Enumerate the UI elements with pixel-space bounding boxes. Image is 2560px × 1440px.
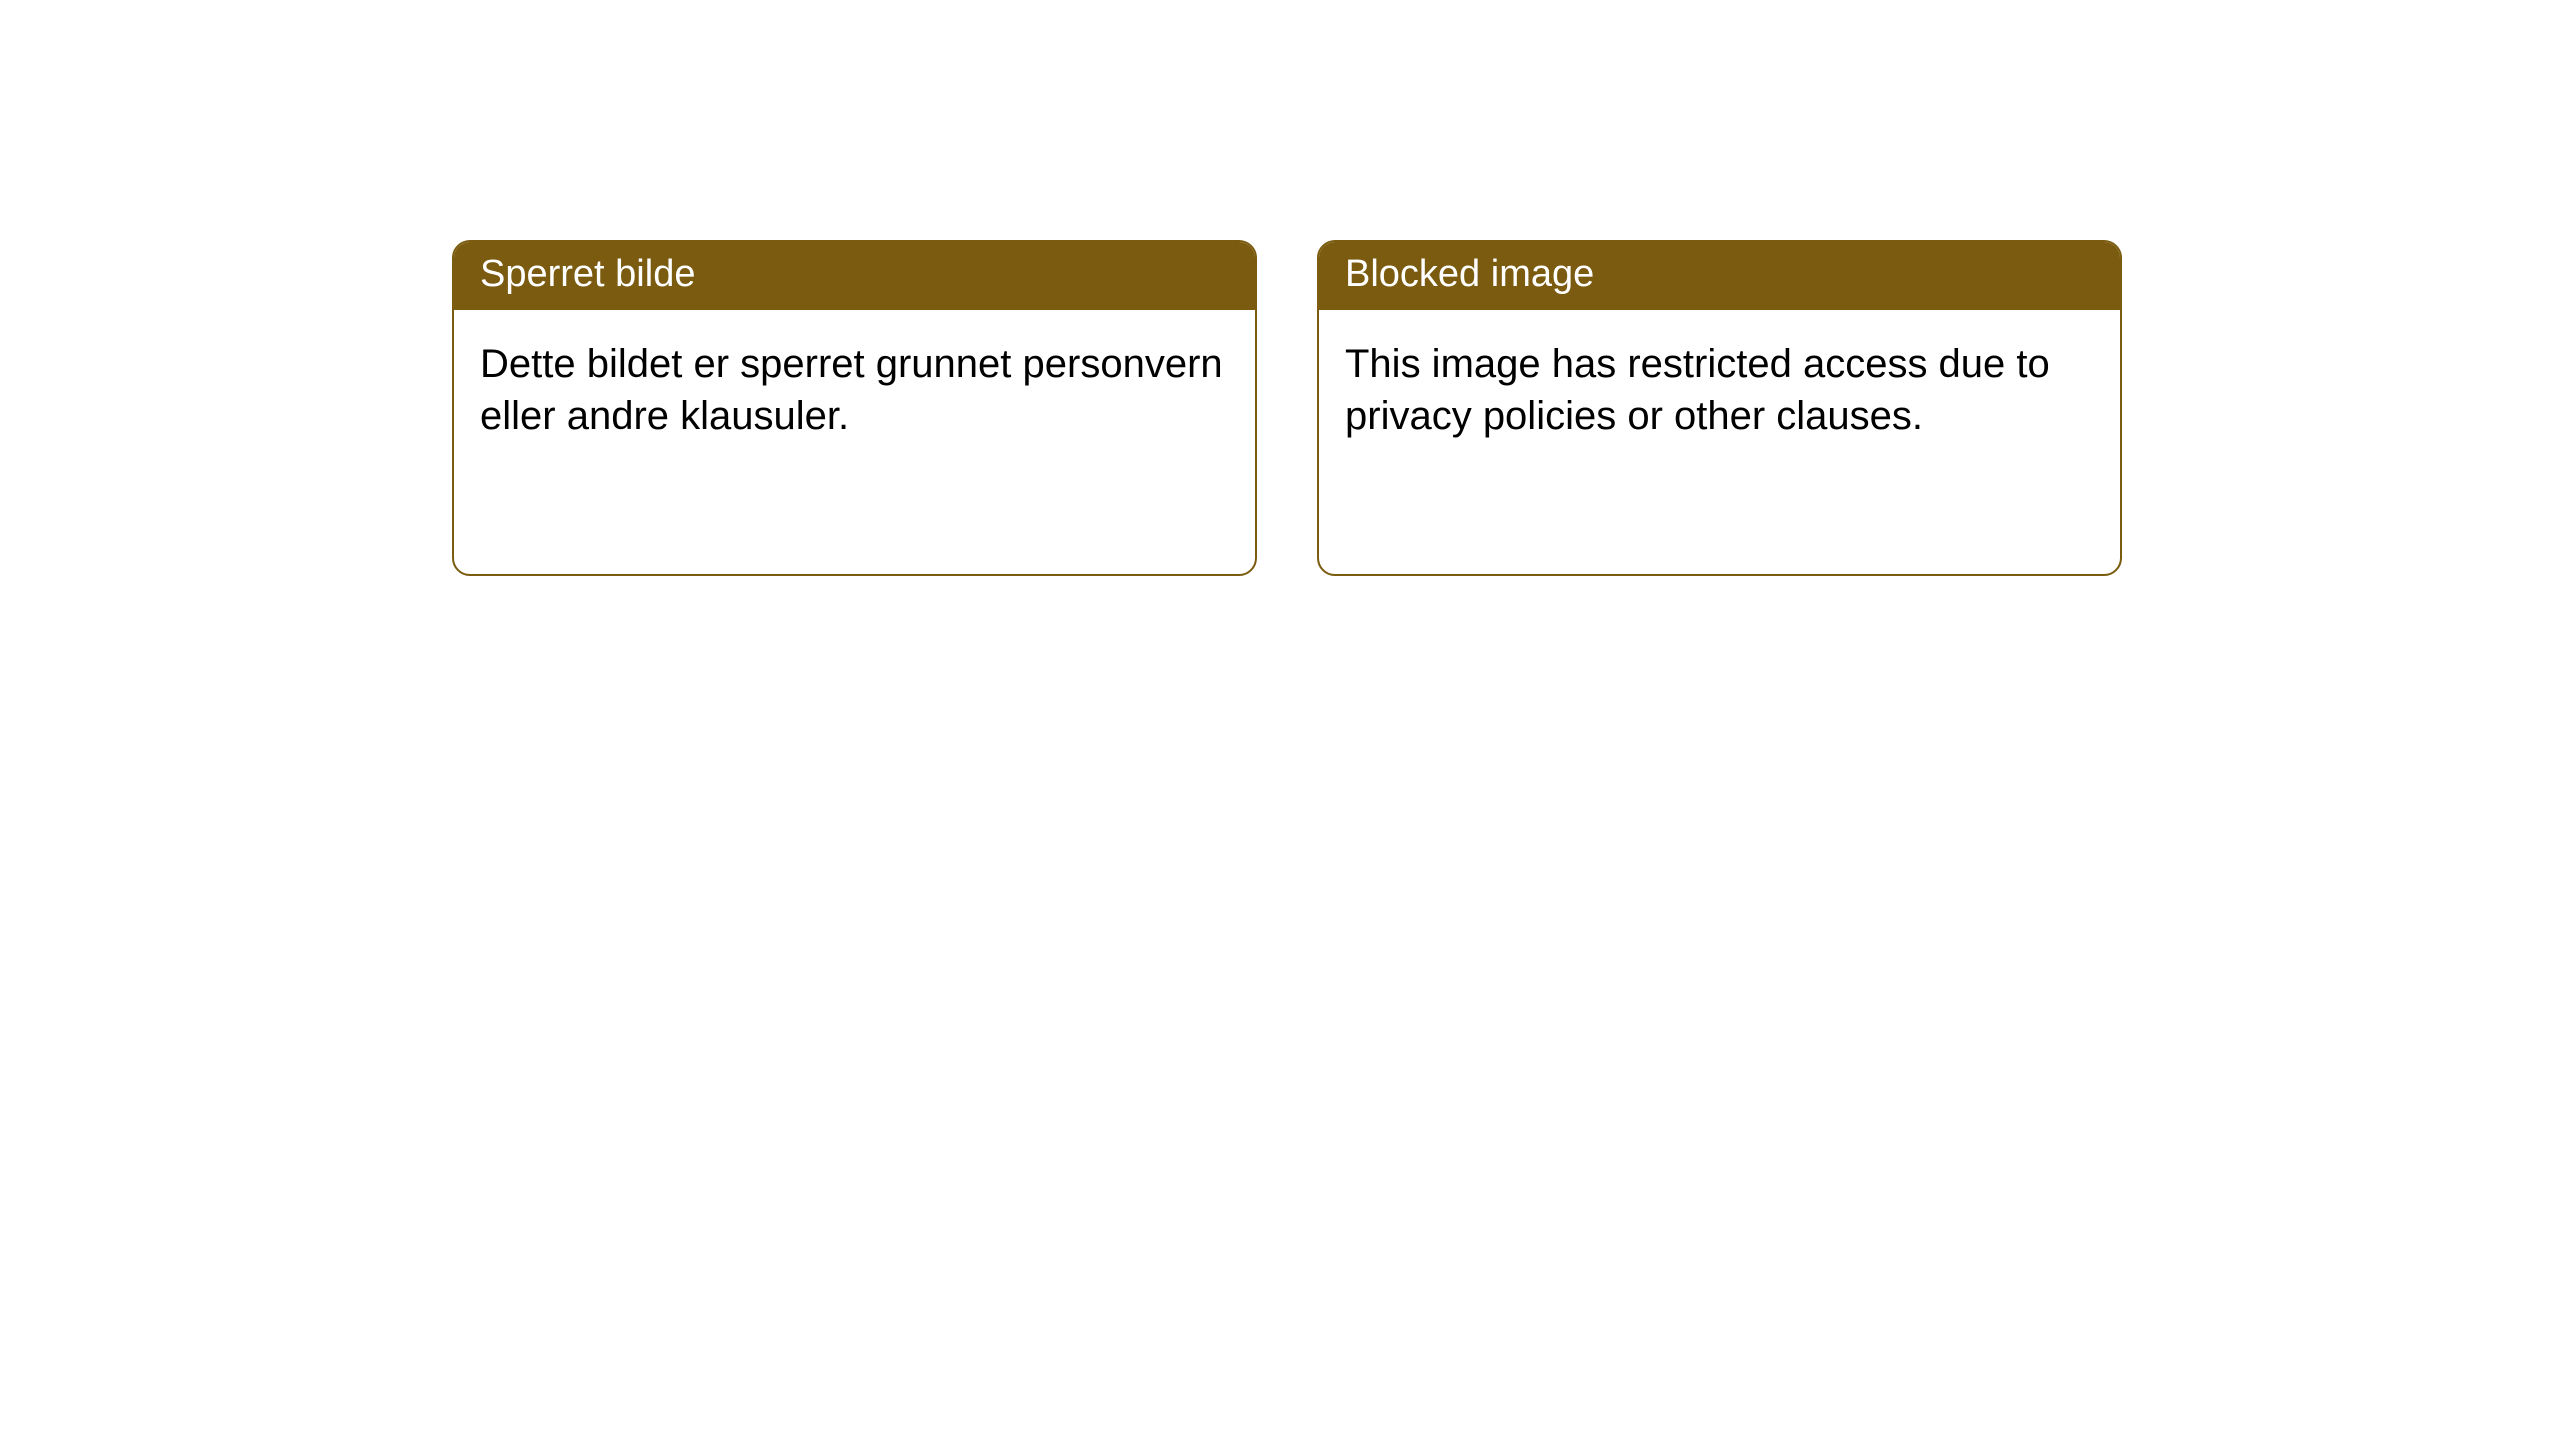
cards-container: Sperret bilde Dette bildet er sperret gr… bbox=[0, 0, 2560, 576]
card-header-no: Sperret bilde bbox=[454, 242, 1255, 310]
blocked-image-card-en: Blocked image This image has restricted … bbox=[1317, 240, 2122, 576]
card-header-en: Blocked image bbox=[1319, 242, 2120, 310]
card-body-en: This image has restricted access due to … bbox=[1319, 310, 2120, 470]
blocked-image-card-no: Sperret bilde Dette bildet er sperret gr… bbox=[452, 240, 1257, 576]
card-body-no: Dette bildet er sperret grunnet personve… bbox=[454, 310, 1255, 470]
